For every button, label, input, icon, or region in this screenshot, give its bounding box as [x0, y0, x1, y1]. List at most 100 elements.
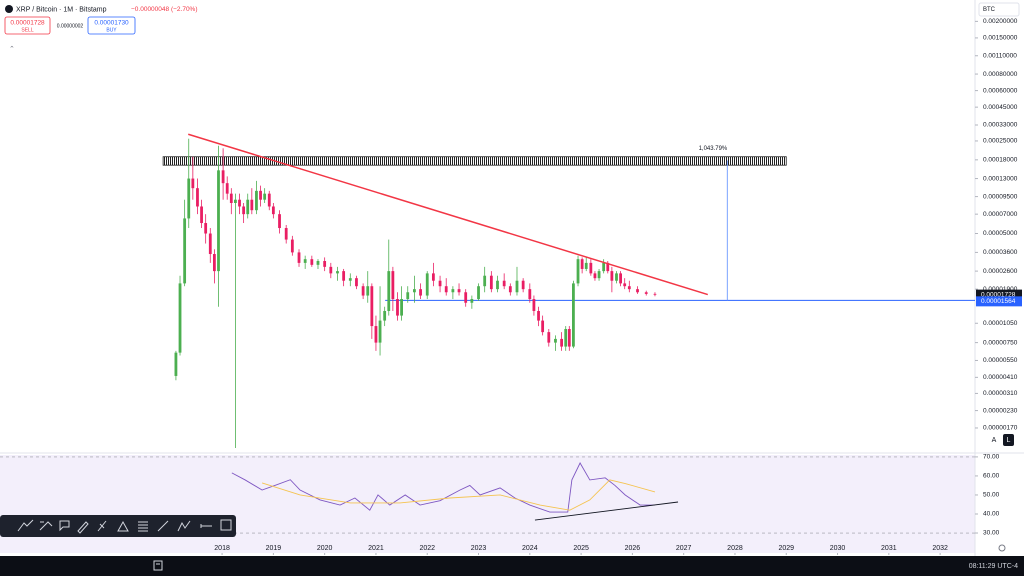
tool-path[interactable] — [177, 520, 191, 532]
candle-body — [355, 278, 358, 287]
tool-shape[interactable] — [117, 520, 129, 532]
candle-body — [576, 259, 580, 284]
y-tick-label: 0.00000410 — [983, 374, 1018, 381]
rsi-trend-line — [534, 501, 679, 521]
candle-body — [502, 280, 506, 287]
rsi-tick-label: 60.00 — [983, 473, 1000, 480]
candle-body — [451, 289, 455, 293]
tool-callout[interactable] — [59, 520, 70, 532]
sell-price[interactable]: 0.00001728 — [10, 20, 45, 27]
y-tick-label: 0.00110000 — [983, 52, 1017, 59]
tool-rectangle[interactable] — [220, 519, 232, 531]
x-tick-label: 2031 — [881, 545, 897, 552]
y-tick-label: 0.00003600 — [983, 249, 1018, 256]
tool-fib[interactable] — [138, 521, 148, 532]
tool-pen[interactable] — [77, 521, 89, 534]
y-tick-label: 0.00013000 — [983, 175, 1018, 182]
candle-body — [597, 271, 601, 279]
candle-body — [489, 275, 493, 290]
candle-body — [406, 292, 410, 300]
candle-body — [419, 289, 422, 296]
log-scale-button[interactable] — [1003, 434, 1014, 446]
y-tick-label: 0.00005000 — [983, 230, 1018, 237]
support-price-label: 0.00001564 — [981, 298, 1016, 305]
candle-body — [391, 271, 395, 300]
candle-body — [174, 352, 178, 376]
y-tick-label: 0.00150000 — [983, 35, 1018, 42]
candle-body — [246, 199, 250, 215]
date-range-icon[interactable] — [153, 560, 163, 571]
candle-body — [208, 233, 212, 255]
buy-label[interactable]: BUY — [106, 27, 117, 33]
currency-button[interactable] — [978, 2, 1020, 17]
candle-body — [366, 286, 370, 296]
candle-body — [619, 273, 622, 284]
tool-brush[interactable] — [39, 521, 53, 531]
x-tick-label: 2030 — [830, 545, 846, 552]
x-tick-label: 2018 — [214, 545, 230, 552]
x-tick-label: 2032 — [932, 545, 948, 552]
support-price-tag — [976, 296, 1022, 307]
buy-price[interactable]: 0.00001730 — [94, 20, 129, 27]
candle-body — [183, 218, 187, 284]
candle-body — [374, 326, 378, 343]
settings-gear[interactable] — [998, 544, 1006, 552]
candle-body — [483, 275, 487, 287]
candle-body — [250, 199, 254, 211]
resistance-zone — [162, 156, 787, 166]
x-tick-label: 2025 — [573, 545, 589, 552]
y-tick-label: 0.00007000 — [983, 211, 1018, 218]
rsi-line — [231, 462, 655, 513]
candle-body — [413, 289, 416, 293]
sell-button[interactable] — [4, 16, 51, 35]
y-tick-label: 0.00000750 — [983, 339, 1018, 346]
candle-body — [438, 280, 442, 287]
candle-body — [532, 299, 536, 311]
settings-icon[interactable] — [998, 544, 1006, 552]
last-price-tag — [976, 289, 1022, 300]
x-tick-label: 2026 — [625, 545, 641, 552]
candle-body — [255, 190, 258, 211]
candle-body — [572, 283, 575, 347]
candle-body — [528, 289, 532, 300]
candle-body — [221, 170, 225, 184]
tool-trend[interactable] — [17, 519, 34, 532]
x-tick-label: 2024 — [522, 545, 538, 552]
drawing-toolbar — [0, 515, 236, 537]
currency[interactable]: BTC — [983, 7, 996, 13]
candle-body — [196, 188, 199, 207]
candle-body — [229, 193, 233, 203]
candle-body — [187, 178, 191, 219]
y-tick-label: 0.00001050 — [983, 320, 1018, 327]
y-tick-label: 0.00000230 — [983, 407, 1018, 414]
y-tick-label: 0.00000550 — [983, 357, 1018, 364]
candle-body — [336, 271, 339, 274]
tool-line[interactable] — [157, 520, 169, 532]
candle-body — [567, 329, 571, 347]
auto-scale-button[interactable]: A — [992, 437, 997, 444]
tool-highlighter[interactable] — [97, 520, 107, 532]
x-tick-label: 2019 — [266, 545, 282, 552]
collapse-icon[interactable]: ⌃ — [9, 45, 15, 53]
y-tick-label: 0.00009500 — [983, 193, 1018, 200]
candle-body — [636, 289, 639, 293]
candle-body — [464, 292, 468, 303]
candle-body — [284, 228, 288, 240]
y-tick-label: 0.00018000 — [983, 157, 1018, 164]
x-tick-label: 2023 — [471, 545, 487, 552]
candle-body — [541, 320, 545, 333]
log-scale-label[interactable]: L — [1007, 437, 1011, 444]
x-tick-label: 2027 — [676, 545, 692, 552]
candle-body — [554, 338, 557, 343]
symbol-title[interactable]: XRP / Bitcoin · 1M · Bitstamp — [16, 6, 107, 13]
candle-body — [537, 310, 540, 321]
buy-button[interactable] — [87, 16, 136, 35]
candle-body — [425, 273, 429, 296]
x-tick-label: 2028 — [727, 545, 743, 552]
rsi-pane — [0, 455, 975, 553]
sell-label[interactable]: SELL — [21, 27, 33, 33]
y-tick-label: 0.00000310 — [983, 390, 1018, 397]
tool-ray[interactable] — [200, 524, 212, 528]
candle-body — [400, 299, 403, 316]
